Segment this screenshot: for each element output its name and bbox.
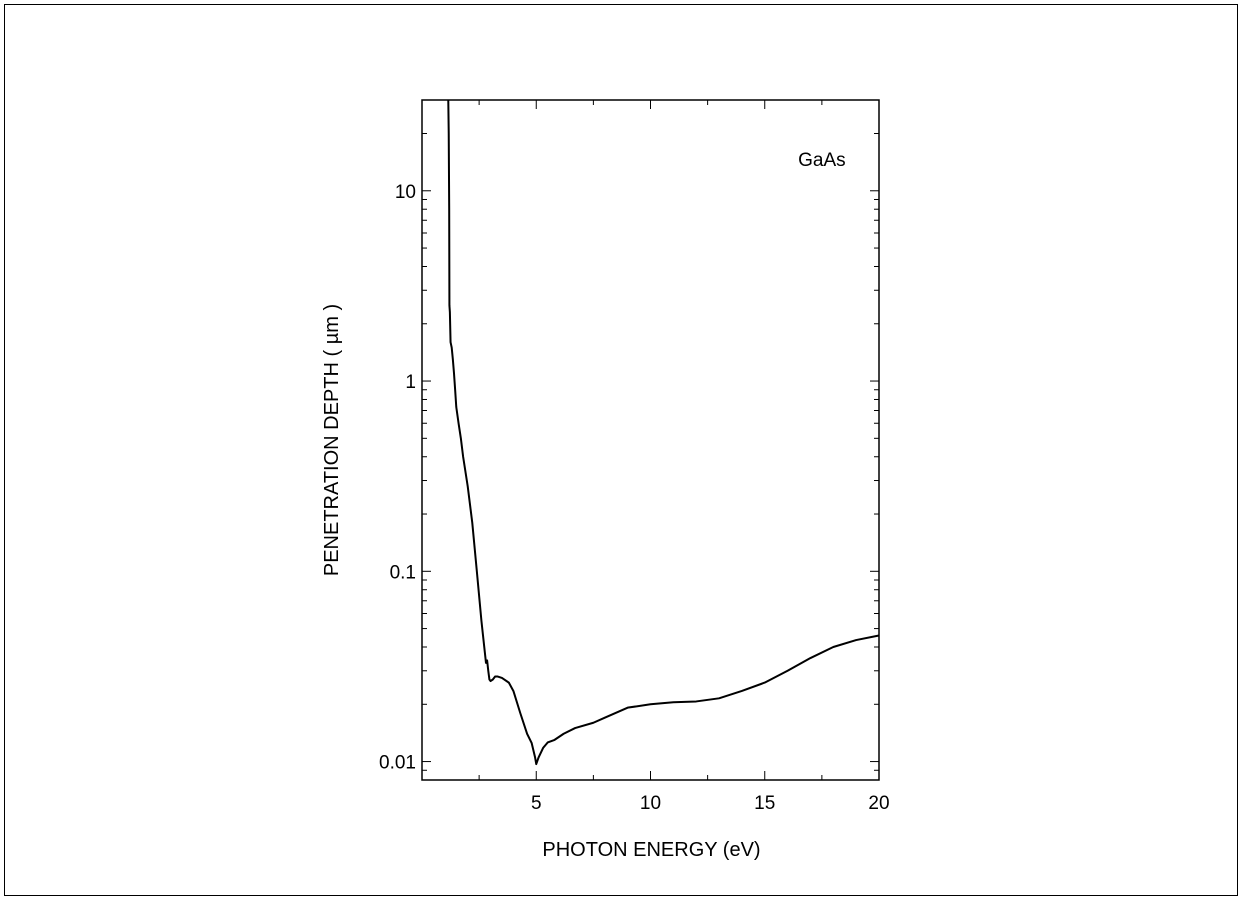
major-tick-marks	[421, 100, 880, 780]
x-axis-title: PHOTON ENERGY (eV)	[542, 839, 760, 861]
x-tick-label: 5	[531, 793, 542, 814]
material-annotation: GaAs	[798, 150, 846, 171]
penetration-depth-curve	[447, 99, 880, 766]
y-tick-label: 10	[395, 182, 416, 203]
x-axis-tick-labels: 5 10 15 20	[531, 793, 890, 814]
y-tick-label: 0.1	[390, 562, 416, 583]
y-axis-tick-labels: 0.01 0.1 1 10	[379, 182, 416, 774]
x-tick-label: 15	[754, 793, 775, 814]
plot-area	[421, 99, 880, 781]
minor-tick-marks	[422, 99, 879, 781]
x-tick-label: 10	[640, 793, 661, 814]
chart-frame	[4, 4, 1238, 896]
y-tick-label: 1	[405, 372, 416, 393]
y-axis-title: PENETRATION DEPTH ( µm )	[321, 304, 343, 576]
y-tick-label: 0.01	[379, 753, 416, 774]
x-tick-label: 20	[868, 793, 889, 814]
